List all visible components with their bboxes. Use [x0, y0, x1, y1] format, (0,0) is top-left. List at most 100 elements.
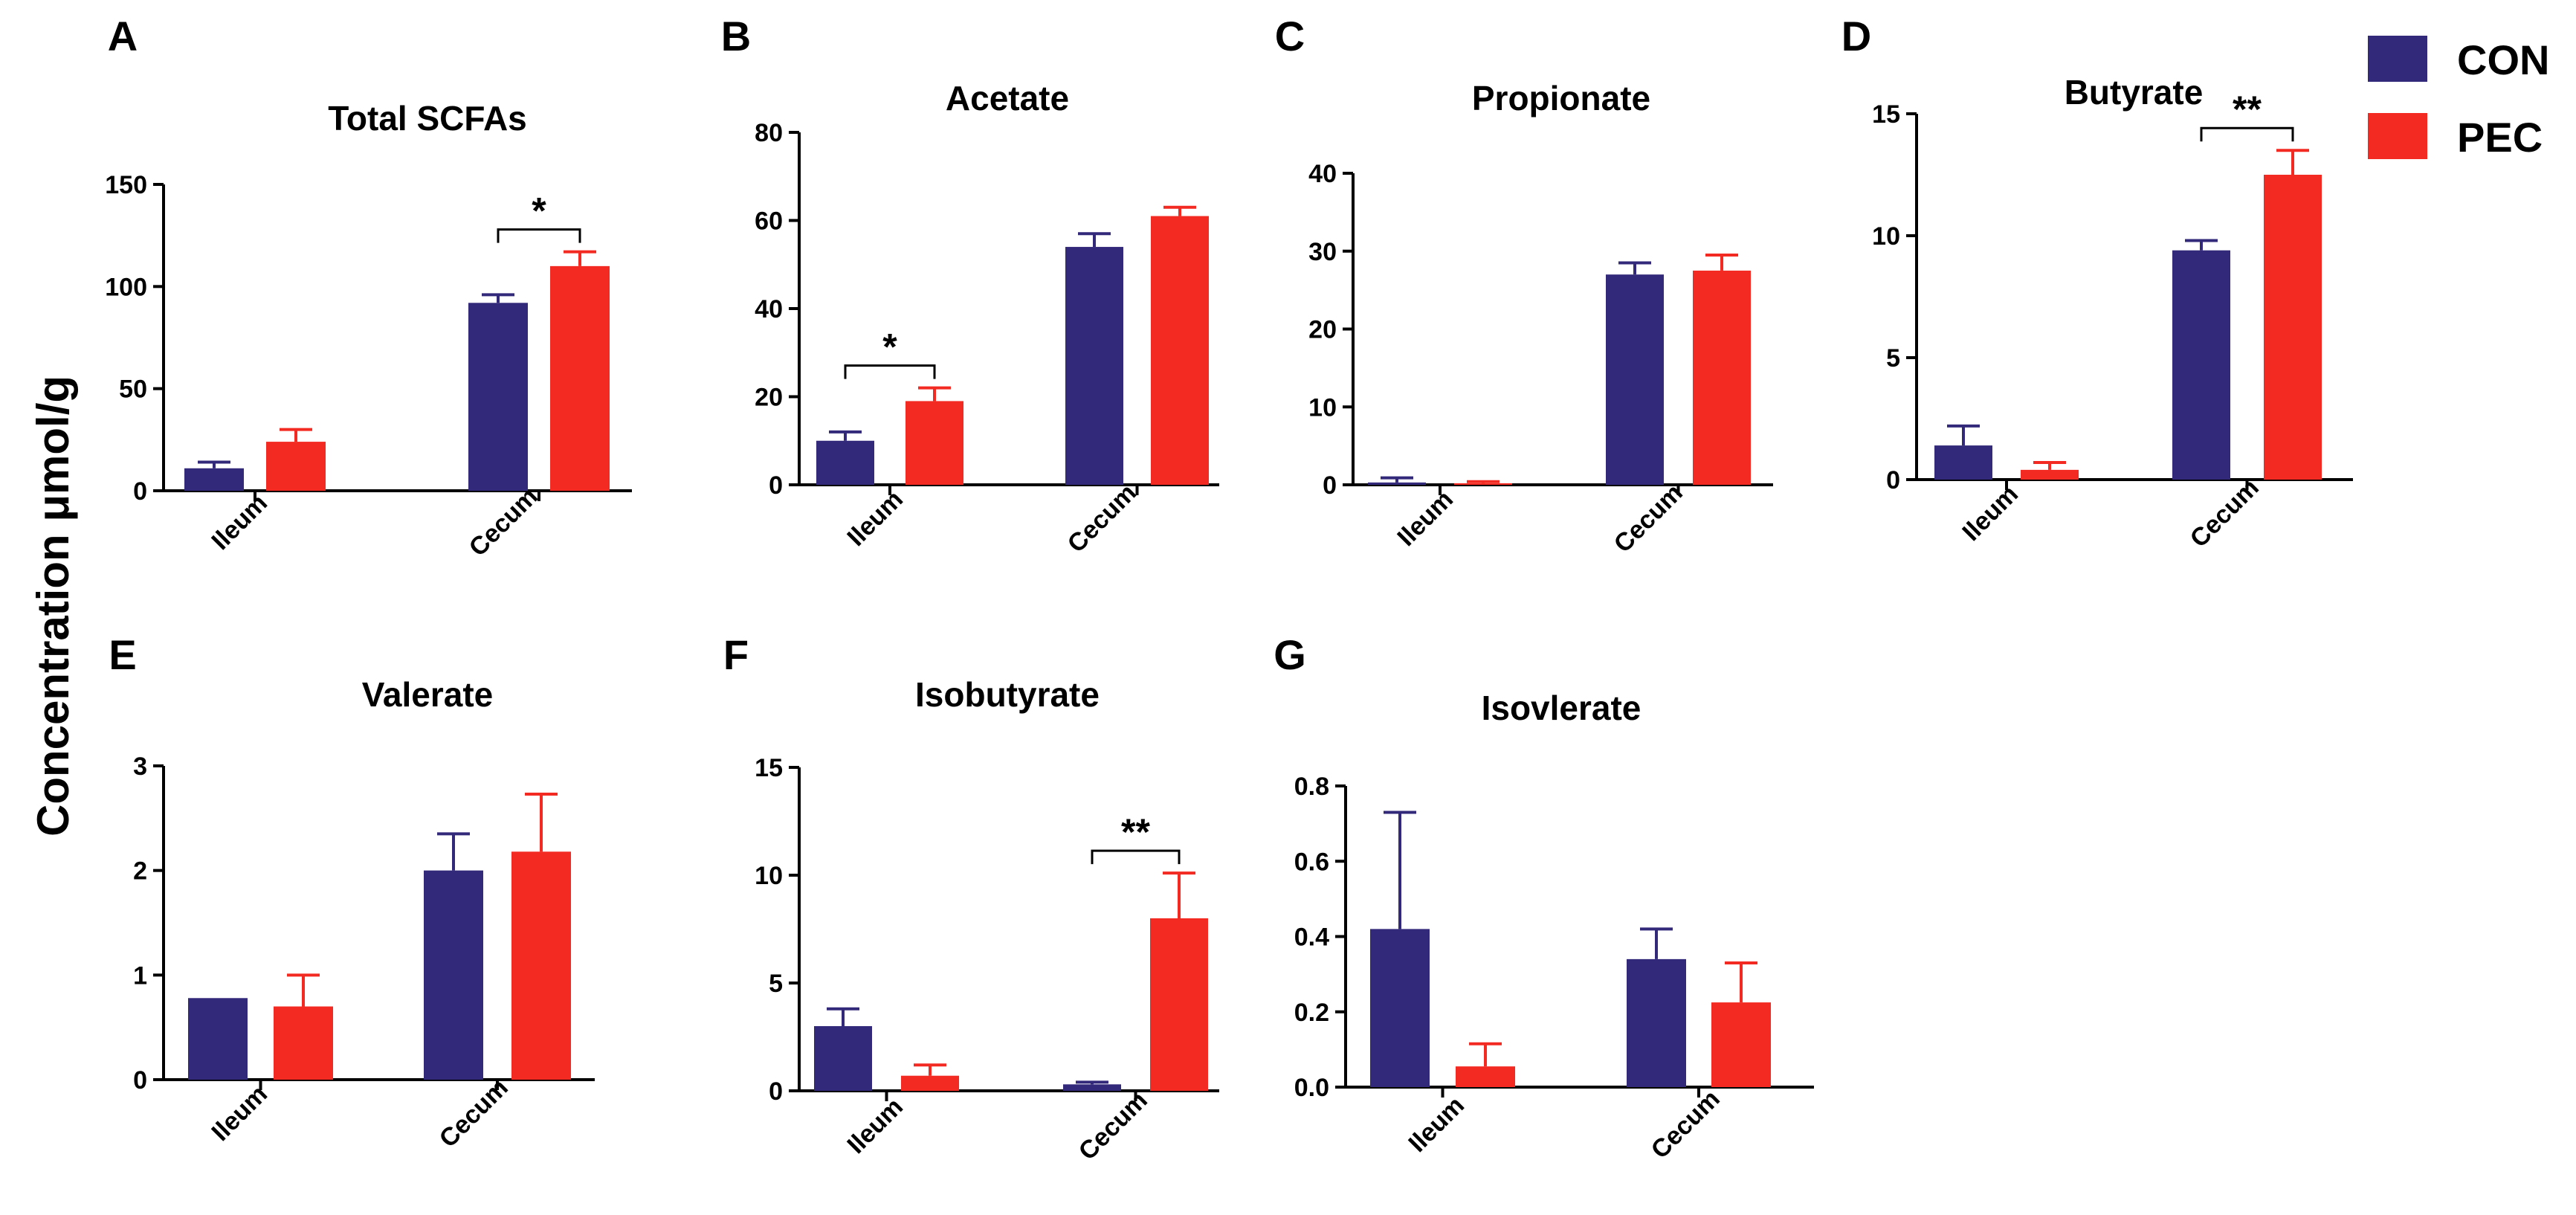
y-tick-label: 0: [133, 1066, 147, 1095]
x-tick-label: Ileum: [842, 1092, 908, 1159]
significance-bracket: [844, 364, 936, 379]
bar-pec-ileum: [1454, 483, 1512, 485]
panel-title-e: Valerate: [362, 675, 493, 714]
bar-pec-cecum: [1693, 270, 1751, 485]
bar-pec-cecum: [2264, 175, 2322, 480]
bar-pec-cecum: [511, 851, 571, 1080]
bar-con-cecum: [1065, 247, 1123, 485]
panel-title-a: Total SCFAs: [328, 99, 527, 138]
y-tick-label: 0.6: [1294, 848, 1329, 876]
y-tick-label: 30: [1308, 238, 1337, 266]
bar-pec-cecum: [1711, 1002, 1771, 1087]
x-tick-label: Cecum: [2185, 474, 2265, 553]
bar-pec-ileum: [901, 1075, 959, 1091]
y-tick-label: 40: [755, 295, 783, 323]
panel-title-g: Isovlerate: [1482, 689, 1642, 727]
x-tick-label: Ileum: [206, 489, 273, 555]
y-tick-label: 10: [755, 862, 783, 890]
legend-swatch-con: [2368, 36, 2427, 82]
y-tick-label: 0: [1323, 471, 1337, 500]
x-tick-label: Ileum: [842, 485, 908, 552]
panel-d: D Butyrate 0 5 10 15 Ileum Cecum **: [1841, 13, 2353, 553]
y-tick-label: 1: [133, 961, 147, 990]
y-tick-label: 0.8: [1294, 773, 1329, 801]
bar-con-ileum: [1934, 445, 1992, 480]
significance-label: *: [532, 190, 546, 232]
y-tick-label: 10: [1872, 222, 1900, 251]
panel-letter-d: D: [1841, 13, 1871, 59]
y-tick-label: 50: [119, 376, 147, 404]
significance-label: *: [882, 326, 897, 368]
x-tick-label: Ileum: [1403, 1091, 1470, 1158]
significance-bracket: [2200, 126, 2294, 142]
panel-letter-g: G: [1274, 631, 1306, 678]
panel-title-c: Propionate: [1472, 79, 1650, 117]
y-tick-label: 15: [1872, 100, 1900, 129]
bar-con-ileum: [1368, 482, 1426, 485]
panel-letter-c: C: [1275, 13, 1305, 59]
y-tick-label: 10: [1308, 393, 1337, 422]
bar-pec-ileum: [2021, 469, 2079, 480]
panel-letter-a: A: [108, 13, 138, 59]
bar-pec-ileum: [1456, 1066, 1515, 1087]
panel-e: E Valerate 0 1 2 3 Ileum Cecum: [109, 631, 595, 1153]
y-tick-label: 0.4: [1294, 924, 1329, 952]
bar-con-cecum: [1606, 274, 1664, 485]
legend-label-pec: PEC: [2457, 114, 2543, 161]
x-tick-label: Ileum: [1392, 485, 1459, 552]
y-tick-label: 20: [755, 384, 783, 412]
significance-label: **: [1121, 811, 1150, 853]
bar-con-ileum: [816, 440, 874, 485]
y-tick-label: 3: [133, 752, 147, 781]
panel-title-b: Acetate: [946, 79, 1069, 117]
bar-pec-cecum: [550, 265, 610, 491]
y-tick-label: 0: [769, 471, 783, 500]
panel-title-d: Butyrate: [2065, 73, 2204, 112]
y-axis-label: Concentration μmol/g: [28, 376, 78, 837]
bar-con-ileum: [1370, 929, 1430, 1087]
significance-bracket: [1091, 849, 1181, 865]
y-tick-label: 5: [769, 970, 783, 998]
x-tick-label: Cecum: [464, 483, 543, 562]
y-tick-label: 0: [133, 477, 147, 506]
x-tick-label: Ileum: [1957, 480, 2024, 547]
x-tick-label: Cecum: [1062, 479, 1142, 558]
x-tick-label: Cecum: [1074, 1086, 1153, 1166]
y-tick-label: 80: [755, 119, 783, 147]
bar-con-cecum: [1627, 958, 1686, 1087]
bar-con-cecum: [1063, 1084, 1121, 1091]
bar-con-cecum: [2172, 250, 2230, 480]
panel-g: G Isovlerate 0.0 0.2 0.4 0.6 0.8 Ileum Cecum: [1274, 631, 1814, 1164]
bar-pec-ileum: [274, 1006, 333, 1080]
bar-pec-cecum: [1151, 216, 1209, 485]
bar-con-ileum: [184, 468, 244, 491]
y-tick-label: 15: [755, 754, 783, 782]
panel-letter-f: F: [723, 631, 749, 678]
legend: CON PEC: [2368, 36, 2549, 161]
bar-pec-ileum: [266, 442, 326, 491]
y-tick-label: 150: [105, 171, 147, 199]
panel-title-f: Isobutyrate: [915, 675, 1100, 714]
y-tick-label: 40: [1308, 160, 1337, 188]
panel-c: C Propionate 0 10 20 30 40 Ileum Cecum: [1275, 13, 1773, 558]
panel-letter-b: B: [721, 13, 751, 59]
x-tick-label: Cecum: [1609, 479, 1688, 558]
significance-label: **: [2233, 88, 2262, 130]
panel-f: F Isobutyrate 0 5 10 15 Ileum Cecum **: [723, 631, 1219, 1166]
bar-con-cecum: [424, 870, 483, 1080]
y-tick-label: 20: [1308, 316, 1337, 344]
y-tick-label: 0: [769, 1077, 783, 1106]
y-tick-label: 0: [1886, 466, 1900, 494]
bar-con-ileum: [188, 998, 248, 1080]
bar-con-ileum: [814, 1026, 872, 1091]
panel-a: A Total SCFAs 0 50 100 150 Ileum Cecum *: [105, 13, 632, 562]
bar-con-cecum: [468, 303, 528, 491]
y-tick-label: 2: [133, 857, 147, 886]
x-tick-label: Cecum: [434, 1074, 514, 1153]
y-tick-label: 100: [105, 273, 147, 301]
x-tick-label: Ileum: [206, 1080, 273, 1147]
y-tick-label: 60: [755, 207, 783, 236]
y-tick-label: 0.2: [1294, 999, 1329, 1027]
